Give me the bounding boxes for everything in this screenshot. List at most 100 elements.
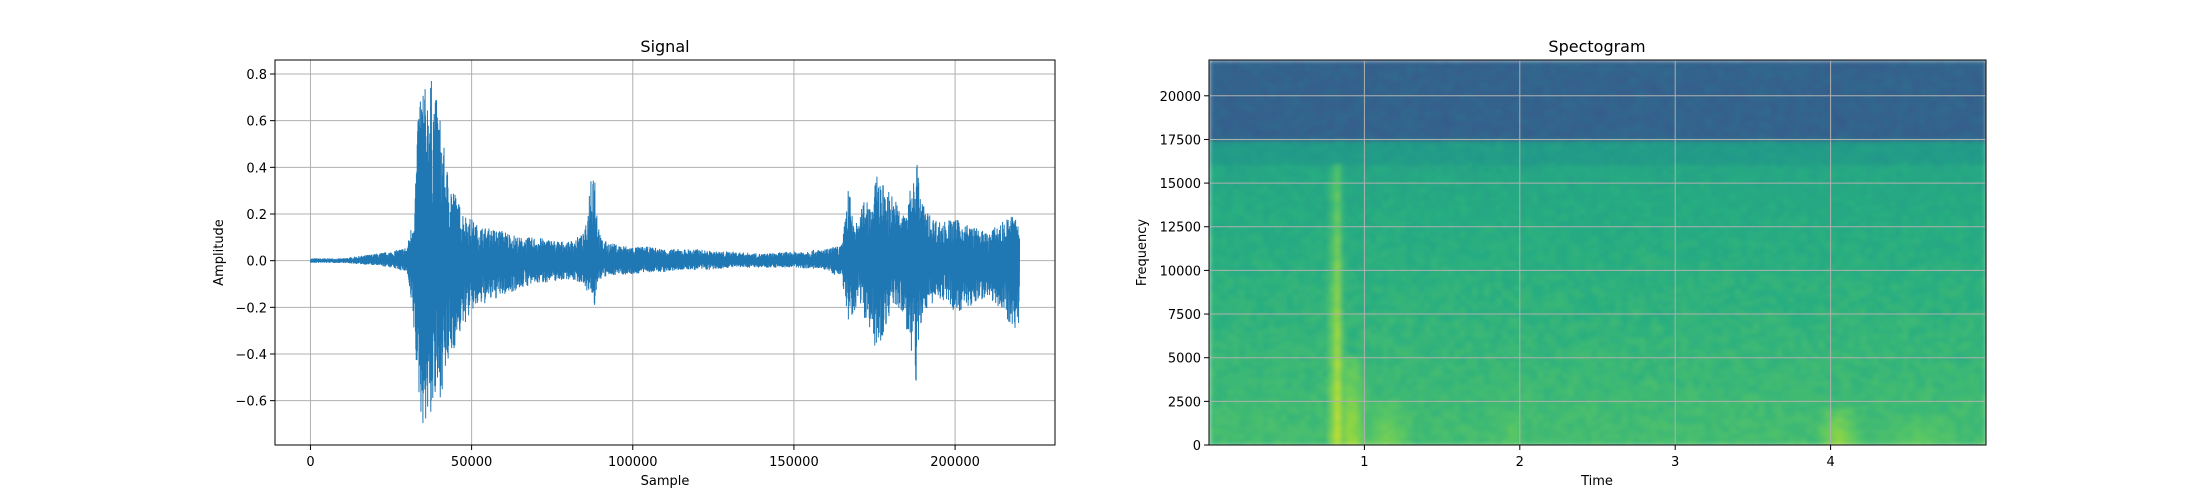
spectrogram-cell <box>1209 192 1216 198</box>
spectrogram-cell <box>1220 356 1228 362</box>
spectrogram-cell <box>1430 384 1437 390</box>
spectrogram-cell <box>1232 84 1240 89</box>
spectrogram-cell <box>1406 436 1414 442</box>
spectrogram-cell <box>1292 104 1300 109</box>
spectrogram-cell <box>1430 336 1437 342</box>
spectrogram-cell <box>1209 184 1216 190</box>
spectrogram-cell <box>1220 300 1228 306</box>
spectrogram-cell <box>1310 196 1318 202</box>
spectrogram-cell <box>1244 172 1252 178</box>
spectrogram-cell <box>1286 192 1294 198</box>
spectrogram-cell <box>1268 120 1276 125</box>
spectrogram-cell <box>1436 60 1443 65</box>
spectrogram-cell <box>1376 396 1384 402</box>
spectrogram-cell <box>1334 284 1342 290</box>
spectrogram-cell <box>1268 60 1276 65</box>
spectrogram-cell <box>1226 72 1234 77</box>
spectrogram-cell <box>1316 396 1324 402</box>
spectrogram-cell <box>1244 184 1252 190</box>
spectrogram-cell <box>1214 432 1222 438</box>
spectrogram-cell <box>1268 112 1276 117</box>
spectrogram-cell <box>1388 116 1396 121</box>
spectrogram-cell <box>1412 312 1419 318</box>
spectrogram-cell <box>1214 104 1222 109</box>
spectrogram-cell <box>1346 104 1354 109</box>
spectrogram-cell <box>1286 144 1294 150</box>
spectrogram-cell <box>1340 124 1348 129</box>
spectrogram-cell <box>1388 144 1396 150</box>
spectrogram-cell <box>1424 192 1431 198</box>
spectrogram-cell <box>1256 280 1264 286</box>
spectrogram-cell <box>1370 276 1378 282</box>
spectrogram-cell <box>1292 268 1300 274</box>
spectrogram-cell <box>1292 308 1300 314</box>
spectrogram-cell <box>1328 248 1336 254</box>
spectrogram-cell <box>1418 276 1425 282</box>
spectrogram-cell <box>1400 72 1408 77</box>
spectrogram-cell <box>1346 120 1354 125</box>
spectrogram-cell <box>1232 248 1240 254</box>
spectrogram-cell <box>1292 172 1300 178</box>
spectrogram-cell <box>1214 244 1222 250</box>
spectrogram-cell <box>1400 292 1408 298</box>
spectrogram-cell <box>1274 284 1282 290</box>
spectrogram-cell <box>1400 252 1408 258</box>
spectrogram-cell <box>1424 220 1431 226</box>
spectrogram-cell <box>1364 280 1372 286</box>
spectrogram-cell <box>1316 416 1324 422</box>
spectrogram-cell <box>1382 200 1390 206</box>
spectrogram-cell <box>1424 128 1431 133</box>
spectrogram-cell <box>1376 428 1384 434</box>
spectrogram-cell <box>1226 124 1234 129</box>
spectrogram-cell <box>1226 348 1234 354</box>
spectrogram-cell <box>1316 260 1324 266</box>
spectrogram-cell <box>1400 424 1408 430</box>
spectrogram-cell <box>1250 148 1258 154</box>
spectrogram-cell <box>1352 80 1360 85</box>
spectrogram-cell <box>1430 228 1437 234</box>
spectrogram-cell <box>1334 280 1342 286</box>
spectrogram-cell <box>1244 392 1252 398</box>
spectrogram-cell <box>1244 216 1252 222</box>
spectrogram-cell <box>1358 228 1366 234</box>
spectrogram-cell <box>1430 120 1437 125</box>
spectrogram-cell <box>1310 384 1318 390</box>
spectrogram-cell <box>1430 404 1437 410</box>
spectrogram-cell <box>1232 132 1240 137</box>
spectrogram-cell <box>1346 324 1354 330</box>
spectrogram-cell <box>1406 192 1414 198</box>
spectrogram-cell <box>1364 344 1372 350</box>
spectrogram-cell <box>1250 404 1258 410</box>
spectrogram-cell <box>1292 324 1300 330</box>
spectrogram-cell <box>1412 232 1419 238</box>
spectrogram-cell <box>1406 128 1414 133</box>
spectrogram-cell <box>1322 364 1330 370</box>
spectrogram-cell <box>1292 160 1300 166</box>
spectrogram-cell <box>1346 420 1354 426</box>
spectrogram-cell <box>1334 388 1342 394</box>
spectrogram-cell <box>1388 148 1396 154</box>
spectrogram-cell <box>1352 240 1360 246</box>
spectrogram-cell <box>1250 324 1258 330</box>
spectrogram-cell <box>1214 424 1222 430</box>
spectrogram-cell <box>1226 400 1234 406</box>
spectrogram-cell <box>1256 440 1264 445</box>
spectrogram-cell <box>1430 208 1437 214</box>
spectrogram-cell <box>1322 308 1330 314</box>
spectrogram-cell <box>1382 76 1390 81</box>
spectrogram-cell <box>1250 100 1258 105</box>
spectrogram-cell <box>1352 424 1360 430</box>
spectrogram-cell <box>1214 348 1222 354</box>
spectrogram-cell <box>1310 412 1318 418</box>
spectrogram-cell <box>1292 264 1300 270</box>
spectrogram-cell <box>1430 396 1437 402</box>
spectrogram-cell <box>1418 164 1425 170</box>
spectrogram-cell <box>1262 76 1270 81</box>
spectrogram-cell <box>1322 268 1330 274</box>
spectrogram-cell <box>1376 320 1384 326</box>
spectrogram-cell <box>1280 124 1288 129</box>
spectrogram-cell <box>1334 88 1342 93</box>
spectrogram-cell <box>1238 172 1246 178</box>
spectrogram-cell <box>1226 100 1234 105</box>
spectrogram-cell <box>1298 200 1306 206</box>
